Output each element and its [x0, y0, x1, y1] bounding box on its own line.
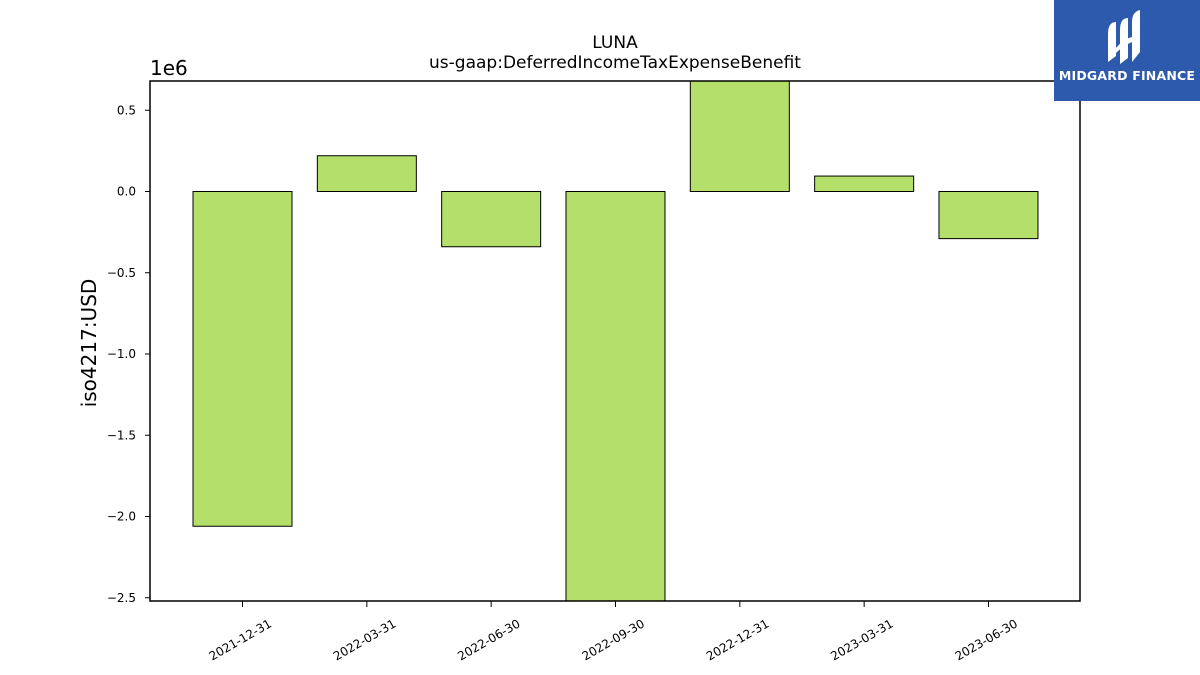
bar-2021-12-31: [192, 191, 293, 527]
x-tick-label: 2022-09-30: [580, 616, 647, 663]
chart-subtitle: us-gaap:DeferredIncomeTaxExpenseBenefit: [429, 53, 801, 73]
x-tick-label: 2022-12-31: [704, 616, 771, 663]
brand-name: MIDGARD FINANCE: [1058, 68, 1196, 83]
bar-2022-03-31: [316, 155, 417, 192]
chart-title: LUNA: [592, 33, 638, 53]
y-tick-label: −1.0: [107, 347, 136, 361]
y-axis-label: iso4217:USD: [77, 279, 101, 408]
plot-frame: [149, 80, 1081, 602]
bar-2023-03-31: [814, 175, 915, 192]
y-tick-label: −0.5: [107, 266, 136, 280]
y-tick-label: −2.5: [107, 591, 136, 605]
x-tick-label: 2022-03-31: [331, 616, 398, 663]
y-tick-label: 0.0: [117, 185, 136, 199]
y-tick-label: 0.5: [117, 103, 136, 117]
y-tick-label: −1.5: [107, 428, 136, 442]
x-tick-label: 2023-03-31: [828, 616, 895, 663]
brand-logo: MIDGARD FINANCE: [1054, 0, 1200, 101]
x-axis-ticks: 2021-12-31 2022-03-31 2022-06-30 2022-09-30…: [207, 601, 1020, 663]
bar-2022-06-30: [441, 191, 542, 248]
x-tick-label: 2021-12-31: [207, 616, 274, 663]
bar-2022-12-31: [689, 80, 790, 192]
midgard-logo-icon: [1108, 10, 1140, 64]
bar-2023-06-30: [938, 191, 1039, 240]
bars-group: [192, 80, 1039, 602]
x-tick-label: 2022-06-30: [455, 616, 522, 663]
y-axis-ticks: −2.5 −2.0 −1.5 −1.0 −0.5 0.0 0.5: [107, 103, 150, 605]
y-tick-label: −2.0: [107, 510, 136, 524]
y-axis-multiplier: 1e6: [150, 56, 188, 80]
x-tick-label: 2023-06-30: [953, 616, 1020, 663]
bar-2022-09-30: [565, 191, 666, 602]
